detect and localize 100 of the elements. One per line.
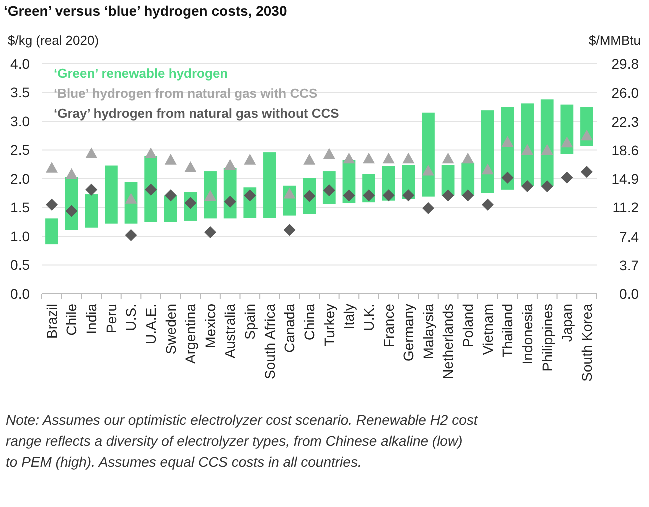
x-tick-label: Thailand (500, 304, 516, 358)
point (164, 190, 177, 202)
point (462, 190, 474, 202)
point (462, 152, 474, 164)
x-tick-label: Peru (103, 304, 120, 334)
point (304, 154, 316, 165)
point (541, 144, 554, 156)
bar (105, 166, 118, 224)
x-tick-label: Spain (242, 304, 258, 340)
y-tick-label: 1.5 (10, 200, 30, 216)
x-tick-label: U.A.E. (142, 304, 159, 344)
y2-axis-title: $/MMBtu (588, 33, 641, 48)
x-tick-label: Germany (400, 304, 417, 362)
x-tick-label: India (84, 304, 100, 334)
point (323, 148, 336, 160)
point (382, 190, 395, 202)
x-tick-label: Argentina (182, 304, 199, 364)
x-tick-label: Vietnam (480, 304, 496, 356)
x-tick-label: South Africa (262, 304, 278, 380)
x-tick-label: U.S. (123, 304, 140, 332)
point (184, 162, 197, 172)
point (580, 166, 593, 178)
point (86, 148, 98, 158)
y2-tick-label: 0.0 (620, 286, 640, 302)
x-tick-label: Japan (559, 304, 576, 342)
point (482, 198, 494, 211)
y-tick-label: 2.0 (10, 170, 30, 187)
point (224, 159, 236, 170)
y2-tick-label: 3.7 (620, 257, 640, 274)
x-tick-label: Canada (282, 304, 298, 354)
x-tick-label: Philippines (539, 304, 556, 372)
y-tick-label: 3.5 (10, 84, 30, 101)
x-tick-label: Australia (222, 304, 238, 358)
point (343, 152, 356, 164)
point (244, 154, 256, 165)
point (224, 196, 236, 208)
point (204, 226, 217, 238)
point (125, 229, 138, 242)
x-tick-label: Indonesia (519, 304, 536, 365)
y2-tick-label: 26.0 (612, 85, 640, 102)
x-tick-label: Poland (460, 304, 476, 348)
point (382, 152, 395, 164)
x-tick-label: Chile (64, 304, 80, 336)
y2-tick-label: 11.2 (612, 199, 640, 216)
y-tick-label: 1.0 (10, 228, 30, 244)
x-tick-label: France (380, 304, 397, 348)
point (46, 198, 58, 211)
text: ‘Blue’ hydrogen from natural gas with CCS (54, 86, 318, 101)
x-tick-label: Brazil (44, 304, 60, 340)
point (561, 172, 574, 184)
point (561, 136, 574, 148)
point (284, 224, 296, 236)
point (66, 205, 78, 218)
y2-tick-label: 18.6 (612, 142, 640, 158)
text: ‘Gray’ hydrogen from natural gas without CCS (54, 106, 340, 121)
y2-tick-label: 14.9 (612, 170, 640, 187)
x-tick-label: Malaysia (420, 304, 436, 360)
point (402, 152, 415, 164)
bar (85, 194, 98, 228)
point (145, 148, 158, 158)
point (522, 180, 534, 192)
point (502, 136, 514, 147)
point (442, 152, 454, 164)
y-axis-title: $/kg (real 2020) (8, 33, 100, 48)
point (363, 190, 376, 202)
text: Note: Assumes our optimistic electrolyzer cost scenario. Renewable H2 cost range reflects a diversity of electrolyzer types, from Chinese alkaline (low) to PEM (high). Assumes equal CCS costs in all countries. (6, 412, 479, 470)
bar (46, 218, 58, 245)
point (422, 202, 434, 214)
point (363, 152, 376, 164)
bar (264, 152, 276, 218)
point (244, 190, 256, 202)
y2-tick-label: 7.4 (620, 228, 640, 245)
x-tick-label: Sweden (162, 304, 179, 355)
point (422, 164, 434, 176)
point (86, 184, 98, 196)
x-tick-label: Turkey (321, 304, 338, 346)
text: ‘Green’ renewable hydrogen (54, 66, 228, 81)
point (442, 190, 454, 202)
point (580, 130, 593, 141)
y2-tick-label: 22.3 (612, 114, 640, 130)
point (343, 190, 356, 202)
chart-title: ‘Green’ versus ‘blue’ hydrogen costs, 2030 (4, 3, 288, 19)
x-tick-label: U.K. (360, 304, 377, 332)
y-tick-label: 0.5 (10, 257, 30, 274)
bar (540, 100, 554, 186)
bar (422, 112, 435, 197)
bar (521, 104, 534, 186)
x-tick-label: Italy (341, 304, 358, 330)
y2-tick-label: 29.8 (612, 56, 640, 72)
point (402, 190, 415, 202)
x-tick-label: South Korea (578, 304, 595, 382)
point (541, 180, 554, 192)
y-tick-label: 3.0 (10, 113, 30, 130)
point (284, 188, 296, 199)
point (502, 172, 514, 184)
point (46, 162, 58, 173)
point (164, 154, 177, 165)
y-tick-label: 0.0 (10, 286, 30, 302)
y-tick-label: 2.5 (10, 142, 30, 158)
point (145, 184, 158, 196)
